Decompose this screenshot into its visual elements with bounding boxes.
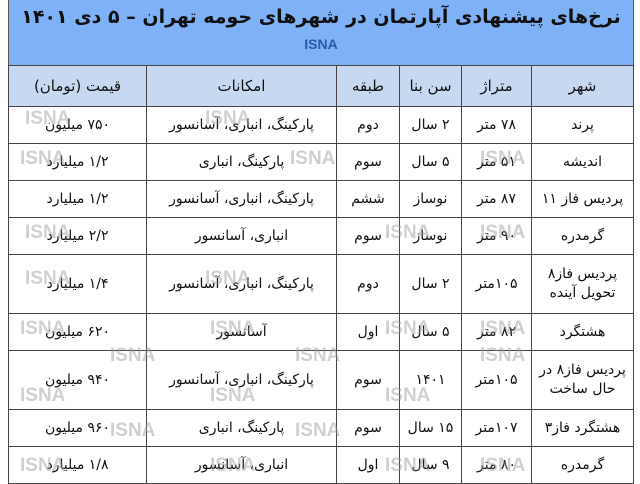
cell-floor: اول: [336, 313, 400, 351]
cell-area: ۹۰ متر: [461, 217, 532, 255]
table-row: گرمدره ۹۰ متر نوساز سوم انباری، آسانسور ۲/۲ م…: [8, 217, 634, 255]
cell-age: ۲ سال: [399, 254, 462, 314]
cell-amenities: پارکینگ، انباری، آسانسور: [146, 254, 337, 314]
cell-age: نوساز: [399, 217, 462, 255]
title-band: نرخ‌های پیشنهادی آپارتمان در شهرهای حومه…: [8, 0, 634, 65]
cell-price: ۲/۲ میلیارد: [8, 217, 147, 255]
col-floor: طبقه: [336, 65, 400, 107]
col-area: متراژ: [461, 65, 532, 107]
cell-price: ۱/۸ میلیارد: [8, 446, 147, 484]
cell-floor: دوم: [336, 254, 400, 314]
cell-age: ۲ سال: [399, 106, 462, 144]
cell-amenities: انباری، آسانسور: [146, 217, 337, 255]
cell-area: ۸۲ متر: [461, 313, 532, 351]
cell-age: ۱۵ سال: [399, 409, 462, 447]
cell-city: پردیس فاز ۱۱: [531, 180, 634, 218]
table-row: هشتگرد ۸۲ متر ۵ سال اول آسانسور ۶۲۰ میلیون: [8, 313, 634, 351]
cell-price: ۱/۴ میلیارد: [8, 254, 147, 314]
cell-amenities: انباری، آسانسور: [146, 446, 337, 484]
cell-floor: ششم: [336, 180, 400, 218]
cell-city: پردیس فاز۸ تحویل آینده: [531, 254, 634, 314]
col-price: قیمت (تومان): [8, 65, 147, 107]
cell-area: ۵۱ متر: [461, 143, 532, 181]
cell-area: ۸۰ متر: [461, 446, 532, 484]
table-row: پرند ۷۸ متر ۲ سال دوم پارکینگ، انباری، آسانس…: [8, 106, 634, 144]
cell-age: ۵ سال: [399, 313, 462, 351]
cell-amenities: پارکینگ، انباری: [146, 409, 337, 447]
cell-price: ۱/۲ میلیارد: [8, 180, 147, 218]
cell-price: ۹۶۰ میلیون: [8, 409, 147, 447]
cell-price: ۷۵۰ میلیون: [8, 106, 147, 144]
cell-amenities: آسانسور: [146, 313, 337, 351]
cell-area: ۸۷ متر: [461, 180, 532, 218]
source-label: ISNA: [304, 36, 338, 52]
cell-area: ۷۸ متر: [461, 106, 532, 144]
cell-amenities: پارکینگ، انباری: [146, 143, 337, 181]
cell-area: ۱۰۵متر: [461, 350, 532, 410]
table-row: پردیس فاز ۱۱ ۸۷ متر نوساز ششم پارکینگ، انبار…: [8, 180, 634, 218]
cell-floor: اول: [336, 446, 400, 484]
cell-amenities: پارکینگ، انباری، آسانسور: [146, 180, 337, 218]
cell-city: پرند: [531, 106, 634, 144]
col-age: سن بنا: [399, 65, 462, 107]
cell-price: ۹۴۰ میلیون: [8, 350, 147, 410]
cell-amenities: پارکینگ، انباری، آسانسور: [146, 106, 337, 144]
table-row: پردیس فاز۸ در حال ساخت ۱۰۵متر ۱۴۰۱ سوم پارکی…: [8, 350, 634, 410]
col-city: شهر: [531, 65, 634, 107]
table-row: گرمدره ۸۰ متر ۹ سال اول انباری، آسانسور ۱/۸ م…: [8, 446, 634, 484]
cell-city: گرمدره: [531, 217, 634, 255]
cell-price: ۱/۲ میلیارد: [8, 143, 147, 181]
cell-floor: سوم: [336, 217, 400, 255]
table-row: اندیشه ۵۱ متر ۵ سال سوم پارکینگ، انباری ۱/۲ م…: [8, 143, 634, 181]
col-amenities: امکانات: [146, 65, 337, 107]
table-row: هشتگرد فاز۳ ۱۰۷متر ۱۵ سال سوم پارکینگ، انبار…: [8, 409, 634, 447]
cell-city: هشتگرد: [531, 313, 634, 351]
cell-age: نوساز: [399, 180, 462, 218]
cell-floor: سوم: [336, 409, 400, 447]
table-row: پردیس فاز۸ تحویل آینده ۱۰۵متر ۲ سال دوم پارک…: [8, 254, 634, 314]
cell-floor: دوم: [336, 106, 400, 144]
cell-city: اندیشه: [531, 143, 634, 181]
cell-area: ۱۰۷متر: [461, 409, 532, 447]
cell-price: ۶۲۰ میلیون: [8, 313, 147, 351]
cell-age: ۱۴۰۱: [399, 350, 462, 410]
cell-amenities: پارکینگ، انباری، آسانسور: [146, 350, 337, 410]
price-table: شهر متراژ سن بنا طبقه امکانات قیمت (توما…: [8, 65, 634, 484]
cell-age: ۵ سال: [399, 143, 462, 181]
cell-floor: سوم: [336, 350, 400, 410]
page-title: نرخ‌های پیشنهادی آپارتمان در شهرهای حومه…: [21, 6, 621, 28]
cell-floor: سوم: [336, 143, 400, 181]
cell-city: گرمدره: [531, 446, 634, 484]
cell-area: ۱۰۵متر: [461, 254, 532, 314]
cell-age: ۹ سال: [399, 446, 462, 484]
header-row: شهر متراژ سن بنا طبقه امکانات قیمت (توما…: [8, 65, 634, 107]
cell-city: پردیس فاز۸ در حال ساخت: [531, 350, 634, 410]
cell-city: هشتگرد فاز۳: [531, 409, 634, 447]
